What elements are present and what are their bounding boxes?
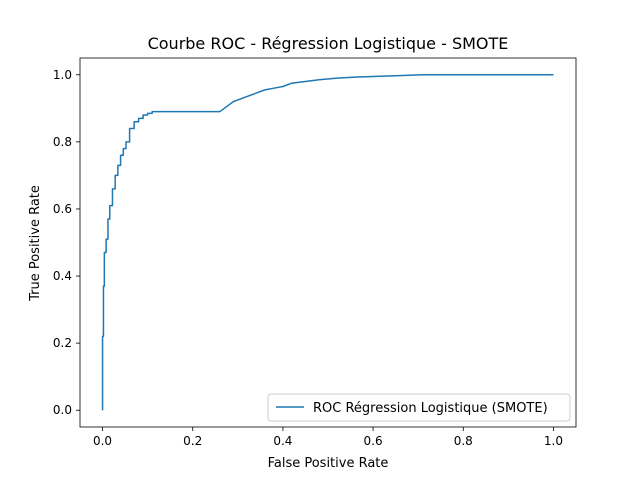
y-tick-label: 0.6 <box>53 202 72 216</box>
x-tick-label: 0.4 <box>273 434 292 448</box>
plot-area <box>79 57 577 428</box>
legend-label: ROC Régression Logistique (SMOTE) <box>313 401 548 416</box>
y-tick-label: 1.0 <box>53 68 72 82</box>
x-axis-label: False Positive Rate <box>268 456 389 471</box>
axes-frame <box>79 57 577 428</box>
y-tick-label: 0.4 <box>53 269 72 283</box>
chart-title: Courbe ROC - Régression Logistique - SMO… <box>148 34 509 53</box>
y-axis-ticks: 0.0 0.2 0.4 0.6 0.8 1.0 <box>53 68 80 417</box>
y-axis-label: True Positive Rate <box>28 185 43 302</box>
x-axis-ticks: 0.0 0.2 0.4 0.6 0.8 1.0 <box>93 427 563 448</box>
legend: ROC Régression Logistique (SMOTE) <box>267 393 571 422</box>
y-tick-label: 0.8 <box>53 135 72 149</box>
legend-box <box>267 393 571 422</box>
x-tick-label: 0.8 <box>454 434 473 448</box>
x-tick-label: 1.0 <box>544 434 563 448</box>
x-tick-label: 0.6 <box>364 434 383 448</box>
roc-curve-line <box>101 74 554 411</box>
x-tick-label: 0.0 <box>93 434 112 448</box>
y-tick-label: 0.0 <box>53 403 72 417</box>
x-tick-label: 0.2 <box>183 434 202 448</box>
y-tick-label: 0.2 <box>53 336 72 350</box>
